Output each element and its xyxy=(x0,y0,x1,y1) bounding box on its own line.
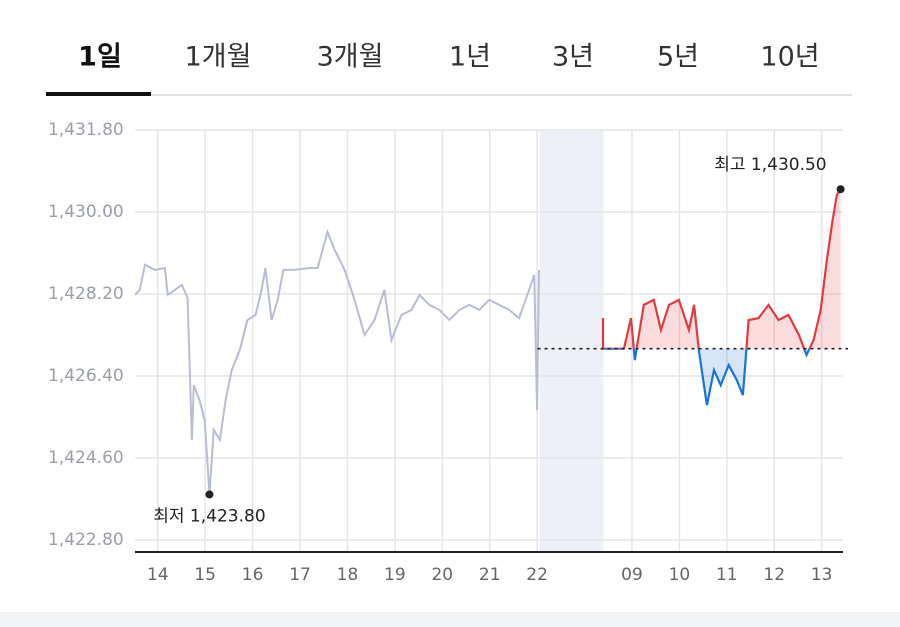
x-tick-label: 10 xyxy=(669,565,691,585)
x-tick-label: 20 xyxy=(431,565,453,585)
y-tick-label: 1,426.40 xyxy=(48,366,124,386)
tab[interactable]: 3년 xyxy=(552,42,594,73)
tab[interactable]: 3개월 xyxy=(317,42,384,73)
y-tick-label: 1,430.00 xyxy=(48,202,124,222)
tab[interactable]: 1개월 xyxy=(185,42,252,73)
x-tick-label: 18 xyxy=(337,565,359,585)
x-tick-label: 15 xyxy=(194,565,216,585)
annotation: 최고 1,430.50 xyxy=(714,155,826,175)
footer-band xyxy=(0,612,900,627)
extreme-dot xyxy=(205,490,214,499)
tab[interactable]: 10년 xyxy=(760,42,819,73)
y-tick-label: 1,424.60 xyxy=(48,448,124,468)
x-tick-label: 11 xyxy=(716,565,738,585)
y-tick-label: 1,431.80 xyxy=(48,120,124,140)
closed-market-band xyxy=(539,130,604,552)
line-down xyxy=(601,348,811,406)
tab[interactable]: 5년 xyxy=(657,42,699,73)
y-tick-label: 1,422.80 xyxy=(48,530,124,550)
extreme-dot xyxy=(836,185,845,194)
x-tick-label: 13 xyxy=(811,565,833,585)
y-tick-label: 1,428.20 xyxy=(48,284,124,304)
x-tick-label: 14 xyxy=(147,565,169,585)
x-tick-label: 12 xyxy=(763,565,785,585)
x-tick-label: 17 xyxy=(289,565,311,585)
tab[interactable]: 1일 xyxy=(78,42,122,73)
annotation: 최저 1,423.80 xyxy=(153,506,265,526)
x-tick-label: 09 xyxy=(621,565,643,585)
x-tick-label: 16 xyxy=(242,565,264,585)
area-down xyxy=(603,348,841,406)
tab[interactable]: 1년 xyxy=(449,42,491,73)
line-up xyxy=(601,188,842,349)
active-tab-underline xyxy=(46,92,151,96)
line xyxy=(134,228,540,495)
x-tick-label: 22 xyxy=(526,565,548,585)
x-tick-label: 21 xyxy=(479,565,501,585)
x-tick-label: 19 xyxy=(384,565,406,585)
area-up xyxy=(603,189,841,349)
